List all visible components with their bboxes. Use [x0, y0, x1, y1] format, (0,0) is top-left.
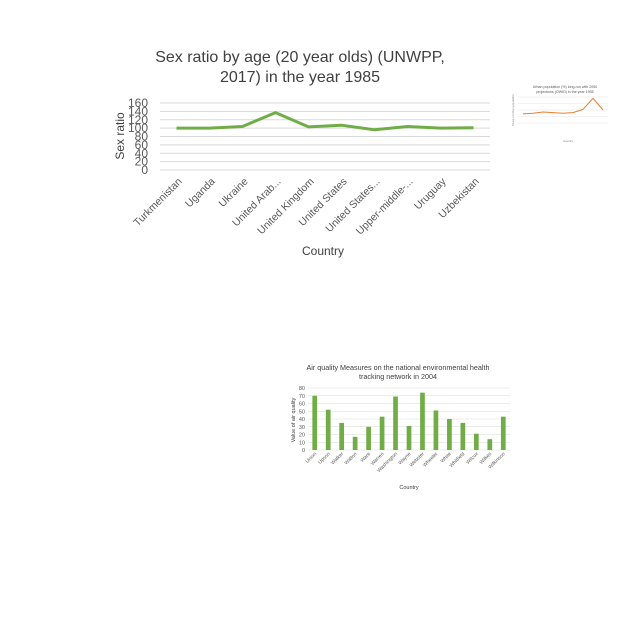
y-tick-label: 30	[299, 425, 305, 431]
x-tick-label: Whitfield	[448, 451, 466, 469]
y-tick-label: 40	[299, 417, 305, 423]
y-tick-label: 0	[302, 448, 305, 454]
bar	[325, 409, 331, 450]
x-tick-label: Wheeler	[422, 451, 440, 469]
x-tick-label: Uganda	[183, 176, 218, 211]
x-tick-label: Walker	[330, 451, 345, 466]
y-tick-label: 0	[141, 163, 148, 177]
x-tick-label: Upson	[317, 451, 332, 466]
bars	[312, 392, 506, 450]
chart-title-line1: Air quality Measures on the national env…	[307, 363, 490, 372]
gridlines	[518, 96, 608, 124]
bar	[500, 416, 506, 450]
series-line	[176, 111, 474, 132]
y-tick-label: 160	[128, 96, 148, 110]
chart-title-line2: 2017) in the year 1985	[220, 69, 380, 86]
sex-ratio-line	[176, 111, 474, 132]
bar	[312, 395, 318, 450]
y-tick-label: 70	[299, 394, 305, 400]
y-tick-label: 80	[135, 130, 149, 144]
y-tick-label: 80	[299, 386, 305, 392]
bar	[366, 426, 371, 450]
y-axis-label: Sex ratio	[113, 112, 127, 160]
x-tick-label: Turkmenistan	[131, 176, 184, 229]
x-axis-label: Country	[563, 139, 573, 143]
bar	[487, 439, 493, 450]
x-tick-label: Upper-middle-...	[354, 176, 416, 238]
x-tick-label: Union	[305, 451, 319, 465]
air-quality-chart-svg: Air quality Measures on the national env…	[291, 363, 510, 491]
y-tick-label: 20	[299, 433, 305, 439]
x-tick-label: Walton	[343, 451, 358, 466]
sex-ratio-chart-svg: Sex ratio by age (20 year olds) (UNWPP, …	[113, 49, 490, 258]
x-axis-label: Country	[399, 485, 419, 491]
y-tick-label: 50	[299, 409, 305, 415]
urban-population-chart: Urban population (%) long-run with 2050 …	[500, 80, 630, 150]
bar	[379, 416, 385, 450]
y-tick-label: 40	[135, 146, 149, 160]
y-tick-label: 10	[299, 440, 305, 446]
urban-population-line	[522, 97, 604, 115]
y-tick-label: 100	[128, 121, 148, 135]
x-axis-label: Country	[302, 244, 344, 258]
x-tick-label: United Kingdom	[255, 175, 316, 236]
chart-title-line1: Urban population (%) long-run with 2050	[533, 85, 598, 89]
y-tick-label: 20	[135, 155, 149, 169]
bar	[352, 436, 358, 450]
y-tick-label: 60	[299, 402, 305, 408]
bar	[433, 410, 439, 450]
air-quality-chart: Air quality Measures on the national env…	[270, 350, 520, 500]
y-tick-label: 60	[135, 138, 149, 152]
chart-title-line2: projections (OWID) in the year 1955	[536, 90, 593, 94]
y-axis-label: Share of urban population	[511, 93, 515, 126]
y-tick-label: 140	[128, 104, 148, 118]
chart-title-line1: Sex ratio by age (20 year olds) (UNWPP,	[155, 49, 445, 66]
bar	[420, 392, 425, 450]
x-tick-label: Wilcox	[465, 451, 480, 466]
bar	[460, 422, 466, 450]
series-line	[522, 97, 604, 115]
y-axis-label: Value of air quality	[291, 397, 297, 442]
bar	[406, 425, 412, 450]
sex-ratio-chart: Sex ratio by age (20 year olds) (UNWPP, …	[113, 49, 490, 258]
urban-population-chart-svg: Urban population (%) long-run with 2050 …	[511, 85, 608, 143]
bar	[473, 433, 479, 450]
bar	[393, 396, 398, 450]
bar	[339, 422, 345, 450]
y-tick-label: 120	[128, 113, 148, 127]
bar	[447, 419, 452, 450]
gridlines	[160, 102, 490, 171]
chart-title-line2: tracking network in 2004	[359, 372, 437, 381]
